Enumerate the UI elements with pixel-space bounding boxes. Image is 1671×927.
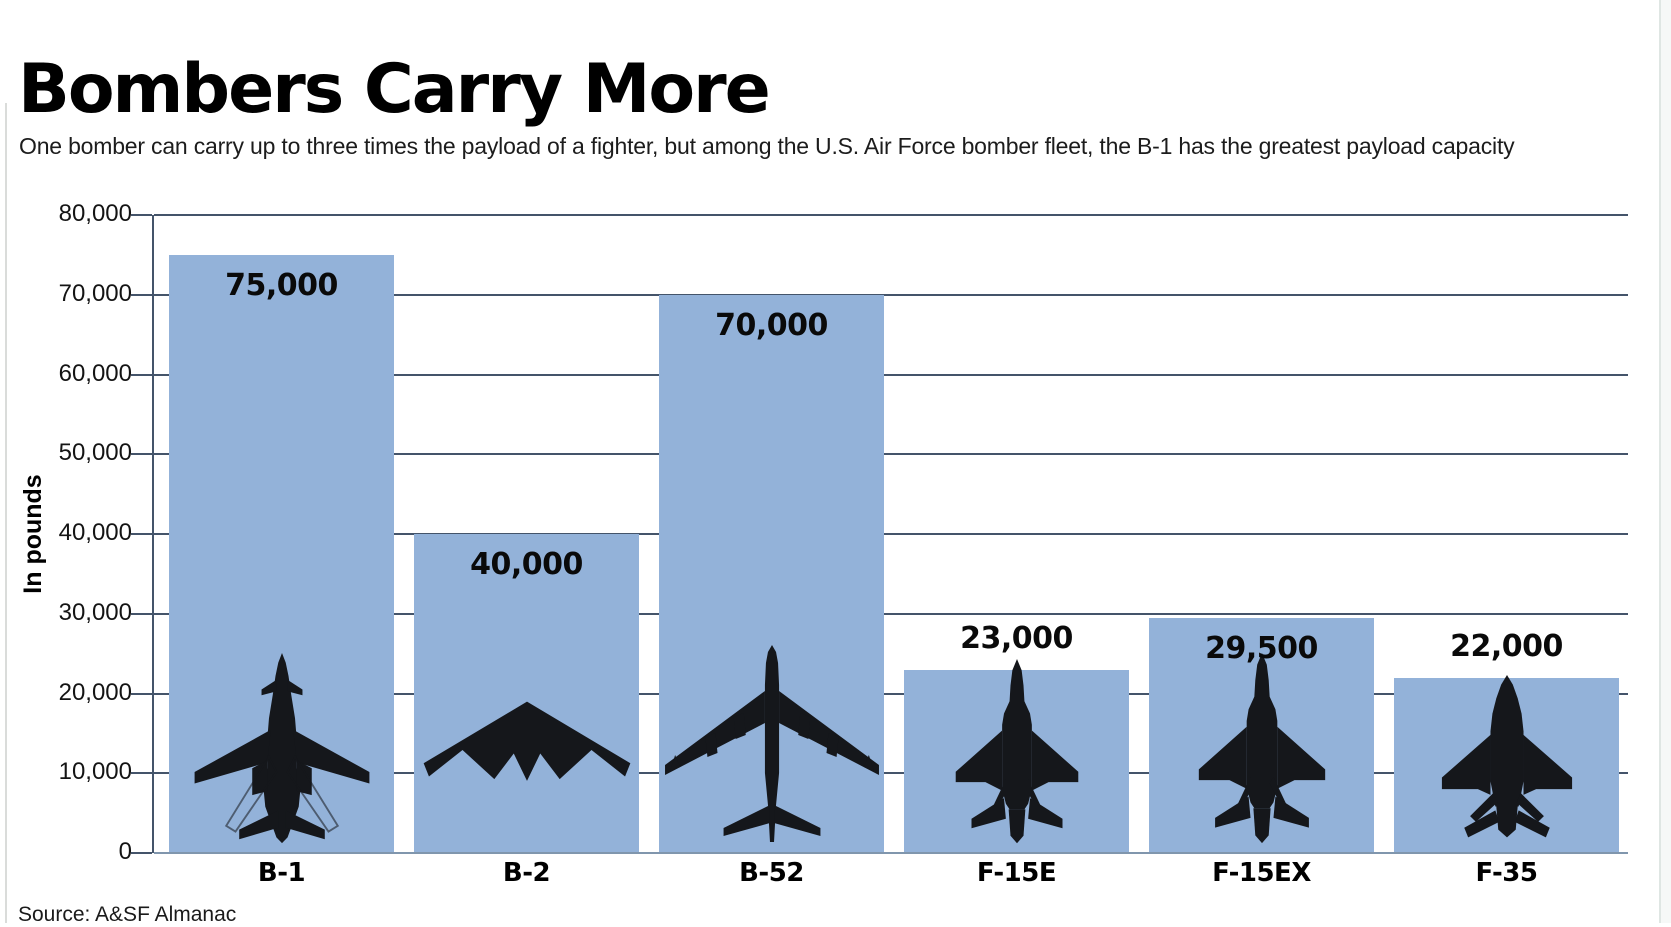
y-tick-label: 10,000: [58, 758, 132, 786]
y-axis-tick: [131, 293, 152, 296]
y-axis-tick: [131, 692, 152, 695]
bar-value-label-b-2: 40,000: [470, 547, 583, 582]
x-axis-label-b-1: B-1: [257, 858, 306, 888]
y-tick-label: 50,000: [58, 439, 132, 467]
y-axis-tick: [131, 453, 152, 456]
gridline: [154, 533, 1628, 535]
x-axis-label-b-52: B-52: [739, 858, 804, 888]
gridline: [154, 293, 1628, 296]
bar-value-label-b-1: 75,000: [225, 267, 338, 303]
y-axis-tick: [131, 214, 152, 216]
gridline: [154, 612, 1628, 615]
f-35-silhouette-icon: [1439, 675, 1575, 849]
f-15e-silhouette-icon: [952, 659, 1082, 847]
gridline: [154, 373, 1628, 376]
source-note: Source: A&SF Almanac: [18, 903, 237, 926]
x-axis-label-b-2: B-2: [502, 858, 551, 888]
b-1-silhouette-icon: [189, 653, 375, 845]
y-axis-tick: [131, 612, 152, 615]
y-tick-label: 40,000: [58, 519, 132, 546]
left-page-edge-line: [5, 103, 7, 923]
x-axis-label-f-15ex: F-15EX: [1212, 858, 1311, 888]
y-tick-label: 60,000: [58, 359, 132, 387]
y-tick-label: 30,000: [58, 598, 132, 626]
b-52-silhouette-icon: [661, 645, 883, 845]
y-axis-tick: [131, 772, 152, 775]
bar-value-label-b-52: 70,000: [715, 307, 828, 343]
x-axis-baseline: [154, 852, 1628, 854]
y-tick-label: 20,000: [58, 678, 132, 706]
bar-value-label-f-35: 22,000: [1450, 628, 1563, 664]
right-page-edge-line: [1659, 0, 1661, 923]
right-edge-gutter: [1661, 0, 1671, 923]
y-axis-tick: [131, 373, 152, 376]
chart-subtitle: One bomber can carry up to three times t…: [19, 133, 1515, 159]
gridline: [154, 692, 1628, 695]
gridline: [154, 772, 1628, 775]
y-tick-label: 70,000: [58, 279, 132, 307]
gridline: [154, 453, 1628, 456]
bar-value-label-f-15ex: 29,500: [1205, 630, 1318, 666]
y-axis-tick: [131, 533, 152, 535]
y-tick-label: 0: [118, 838, 132, 865]
page-title: Bombers Carry More: [18, 49, 771, 129]
y-axis-tick: [131, 852, 152, 854]
bar-b-2: [414, 534, 639, 853]
b-2-silhouette-icon: [421, 699, 633, 787]
y-axis-line: [152, 215, 154, 853]
gridline: [154, 214, 1628, 216]
y-tick-label: 80,000: [58, 200, 132, 227]
bar-value-label-f-15e: 23,000: [960, 620, 1073, 656]
x-axis-label-f-35: F-35: [1475, 858, 1538, 888]
x-axis-label-f-15e: F-15E: [976, 858, 1057, 888]
f-15ex-silhouette-icon: [1195, 653, 1329, 847]
